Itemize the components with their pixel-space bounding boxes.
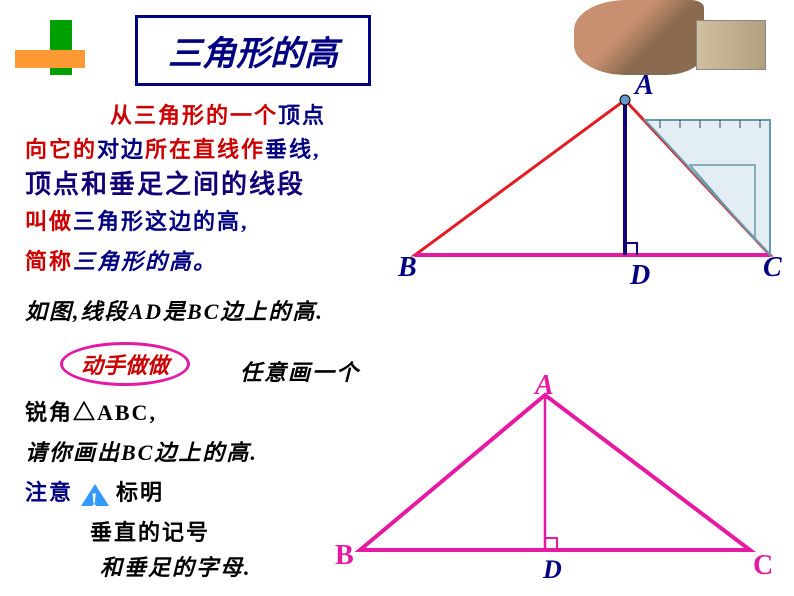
fig2-C: C <box>753 550 775 582</box>
fig2-B-t: B <box>335 540 356 571</box>
fig2-C-t: C <box>753 550 775 581</box>
fig2-B: B <box>335 540 356 572</box>
fig2-A-t: A <box>535 370 556 401</box>
fig2-D-t: D <box>543 555 564 584</box>
fig2-D: D <box>543 555 564 585</box>
fig2-A: A <box>535 370 556 402</box>
figure-2 <box>0 0 794 596</box>
